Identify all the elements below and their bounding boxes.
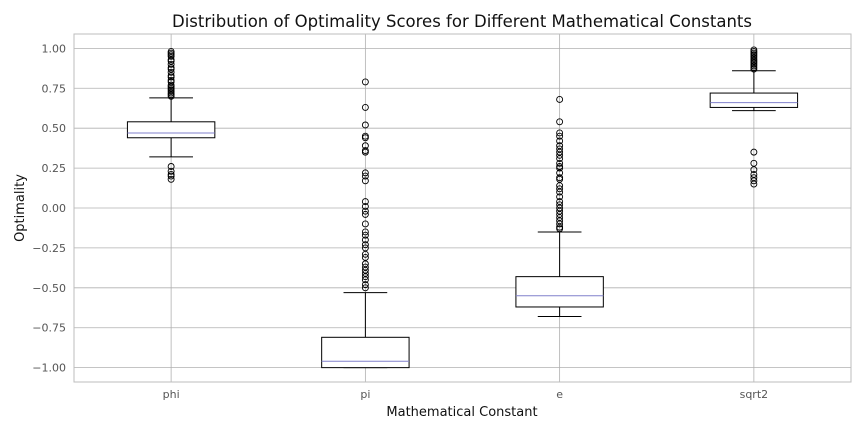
outlier-point <box>556 95 564 103</box>
iqr-box <box>515 276 604 308</box>
outlier-point <box>361 236 369 244</box>
y-tick-label: 1.00 <box>42 42 67 55</box>
outlier-point <box>361 250 369 258</box>
y-tick-label: 0.25 <box>42 162 67 175</box>
x-tick-label: e <box>556 388 563 401</box>
outlier-point <box>167 172 175 180</box>
outlier-point <box>556 137 564 145</box>
outlier-point <box>361 121 369 129</box>
outlier-point <box>361 148 369 156</box>
outlier-point <box>361 273 369 281</box>
outlier-point <box>361 172 369 180</box>
outlier-point <box>167 167 175 175</box>
box-phi <box>126 48 216 183</box>
y-tick-label: 0.00 <box>42 202 67 215</box>
y-tick-label: −0.75 <box>32 322 66 335</box>
outlier-point <box>361 202 369 210</box>
x-tick-label: sqrt2 <box>740 388 769 401</box>
outlier-point <box>167 92 175 100</box>
x-tick-label: pi <box>360 388 370 401</box>
outlier-point <box>361 134 369 142</box>
outlier-point <box>556 159 564 167</box>
outlier-point <box>361 228 369 236</box>
y-tick-label: −0.50 <box>32 282 66 295</box>
outlier-point <box>556 164 564 172</box>
outlier-point <box>556 188 564 196</box>
outlier-point <box>750 177 758 185</box>
outlier-point <box>750 166 758 174</box>
iqr-box <box>126 121 216 139</box>
outlier-point <box>556 193 564 201</box>
outlier-point <box>167 60 175 68</box>
outlier-point <box>167 163 175 170</box>
iqr-box <box>709 92 799 108</box>
outlier-point <box>361 207 369 215</box>
outlier-point <box>167 52 175 60</box>
outlier-point <box>361 210 369 218</box>
outlier-point <box>750 148 758 156</box>
y-tick-label: −1.00 <box>32 362 66 375</box>
outlier-point <box>361 169 369 177</box>
outlier-point <box>361 284 369 292</box>
outlier-point <box>556 155 564 162</box>
outlier-point <box>556 151 564 159</box>
outlier-point <box>361 276 369 284</box>
y-axis-label: Optimality <box>13 174 28 242</box>
plot-area: 1.00 0.75 0.50 0.25 0.00 −0.25 −0.50 −0.75 −1.00… <box>32 33 852 401</box>
chart-title: Distribution of Optimality Scores for Di… <box>172 12 752 31</box>
outlier-point <box>361 220 369 228</box>
outlier-point <box>556 225 564 233</box>
outlier-point <box>361 231 369 239</box>
outlier-point <box>361 241 369 249</box>
box-sqrt2 <box>709 46 799 188</box>
outlier-point <box>556 118 564 126</box>
outlier-point <box>167 175 175 183</box>
outlier-point <box>556 132 564 140</box>
box-e <box>515 95 604 318</box>
outlier-point <box>556 220 564 228</box>
y-tick-label: −0.25 <box>32 242 66 255</box>
y-tick-label: 0.50 <box>42 122 67 135</box>
iqr-box <box>321 336 410 369</box>
outlier-point <box>361 103 369 111</box>
plot-frame <box>73 33 852 383</box>
x-tick-label: phi <box>163 388 180 401</box>
outlier-point <box>167 68 175 76</box>
box-pi <box>321 78 410 369</box>
outlier-point <box>361 281 369 289</box>
outlier-point <box>167 73 175 81</box>
outlier-point <box>361 198 369 206</box>
outlier-point <box>556 129 564 137</box>
outlier-point <box>750 180 758 188</box>
x-axis-label: Mathematical Constant <box>386 405 537 420</box>
y-tick-label: 0.75 <box>42 82 67 95</box>
outlier-point <box>556 185 564 193</box>
outlier-point <box>361 177 369 185</box>
outlier-point <box>361 78 369 86</box>
outlier-point <box>750 65 758 73</box>
